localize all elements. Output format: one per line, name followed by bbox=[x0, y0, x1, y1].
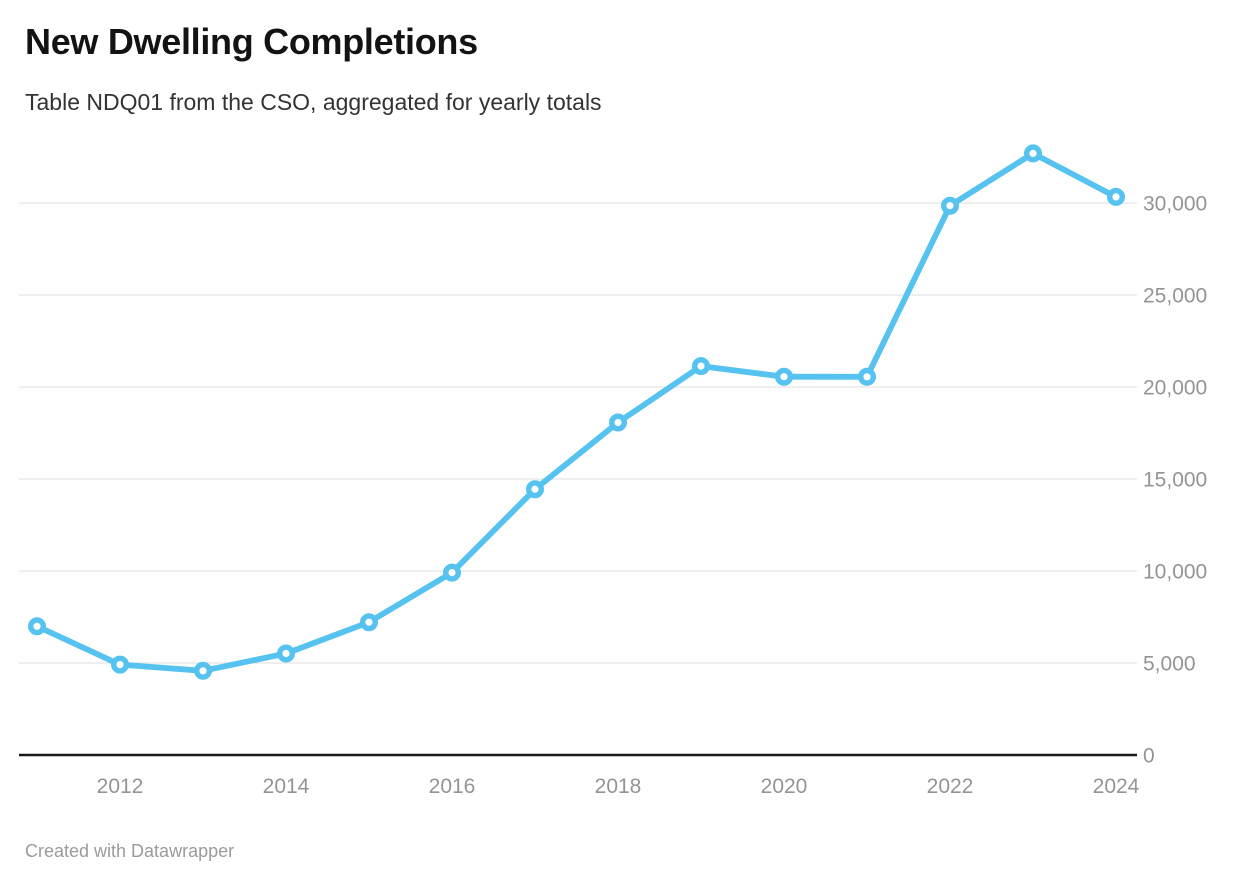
data-point-2014 bbox=[277, 644, 296, 663]
data-point-2013 bbox=[193, 661, 212, 680]
y-tick-label: 25,000 bbox=[1143, 285, 1207, 308]
x-tick-label: 2014 bbox=[263, 775, 310, 798]
y-tick-label: 0 bbox=[1143, 745, 1155, 768]
data-point-2024 bbox=[1106, 187, 1125, 206]
y-tick-label: 20,000 bbox=[1143, 377, 1207, 400]
data-point-2019 bbox=[692, 357, 711, 376]
chart-subtitle: Table NDQ01 from the CSO, aggregated for… bbox=[25, 89, 602, 115]
y-tick-label: 15,000 bbox=[1143, 469, 1207, 492]
x-tick-label: 2020 bbox=[761, 775, 808, 798]
data-point-2016 bbox=[443, 563, 462, 582]
y-tick-label: 30,000 bbox=[1143, 193, 1207, 216]
data-line bbox=[34, 150, 1119, 674]
data-point-2015 bbox=[360, 613, 379, 632]
y-tick-label: 5,000 bbox=[1143, 653, 1196, 676]
x-tick-label: 2016 bbox=[429, 775, 476, 798]
x-tick-label: 2022 bbox=[927, 775, 974, 798]
page-title: New Dwelling Completions bbox=[25, 21, 478, 62]
datawrapper-credit-link[interactable]: Created with Datawrapper bbox=[25, 841, 235, 861]
data-point-2018 bbox=[609, 413, 628, 432]
y-tick-label: 10,000 bbox=[1143, 561, 1207, 584]
x-tick-label: 2012 bbox=[97, 775, 144, 798]
x-tick-label: 2024 bbox=[1093, 775, 1140, 798]
x-tick-label: 2018 bbox=[595, 775, 642, 798]
data-point-2011 bbox=[28, 617, 47, 636]
data-point-2017 bbox=[526, 480, 545, 499]
data-point-2022 bbox=[941, 196, 960, 215]
data-point-2012 bbox=[110, 655, 129, 674]
data-point-2023 bbox=[1023, 144, 1042, 163]
data-point-2020 bbox=[775, 367, 794, 386]
data-point-2021 bbox=[858, 367, 877, 386]
